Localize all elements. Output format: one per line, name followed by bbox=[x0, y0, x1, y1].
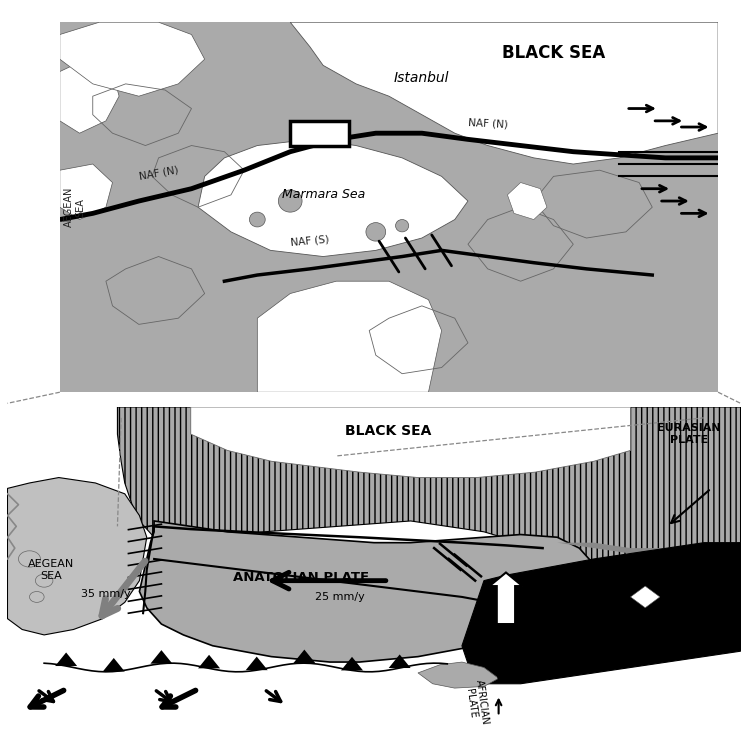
Text: NAF (S): NAF (S) bbox=[290, 235, 330, 248]
Text: BLACK SEA: BLACK SEA bbox=[502, 44, 605, 62]
Text: 25 mm/y: 25 mm/y bbox=[316, 592, 365, 602]
Polygon shape bbox=[198, 139, 468, 257]
Bar bbox=[290, 121, 349, 146]
Circle shape bbox=[366, 223, 386, 241]
Polygon shape bbox=[60, 22, 205, 96]
Polygon shape bbox=[290, 22, 718, 164]
Polygon shape bbox=[191, 407, 631, 477]
Text: ARABIAN PLATE: ARABIAN PLATE bbox=[542, 628, 646, 642]
Circle shape bbox=[396, 220, 408, 232]
Text: BLACK SEA: BLACK SEA bbox=[346, 425, 432, 438]
Polygon shape bbox=[245, 656, 268, 670]
Polygon shape bbox=[507, 183, 547, 220]
Text: Istanbul: Istanbul bbox=[394, 71, 450, 84]
Polygon shape bbox=[557, 542, 741, 570]
Text: AFRICIAN
PLATE: AFRICIAN PLATE bbox=[463, 679, 491, 727]
Circle shape bbox=[249, 212, 266, 227]
Polygon shape bbox=[139, 521, 601, 662]
Polygon shape bbox=[55, 653, 77, 666]
Polygon shape bbox=[341, 657, 363, 670]
Polygon shape bbox=[462, 542, 741, 684]
Polygon shape bbox=[198, 655, 220, 668]
Polygon shape bbox=[60, 164, 112, 220]
Polygon shape bbox=[389, 654, 411, 668]
Polygon shape bbox=[7, 407, 741, 733]
Text: 35 mm/y: 35 mm/y bbox=[81, 589, 130, 599]
Text: Marmara Sea: Marmara Sea bbox=[281, 189, 365, 201]
FancyArrow shape bbox=[489, 573, 522, 624]
Text: ANATOLIAN PLATE: ANATOLIAN PLATE bbox=[233, 571, 369, 585]
Text: NAF (N): NAF (N) bbox=[138, 165, 179, 181]
Polygon shape bbox=[102, 658, 125, 671]
Polygon shape bbox=[257, 281, 441, 392]
Text: NAF (N): NAF (N) bbox=[468, 118, 508, 130]
Text: 20 mm/y: 20 mm/y bbox=[557, 608, 607, 618]
Circle shape bbox=[29, 591, 44, 602]
Polygon shape bbox=[293, 650, 316, 663]
Polygon shape bbox=[418, 662, 499, 688]
Circle shape bbox=[278, 190, 302, 212]
Polygon shape bbox=[117, 407, 741, 570]
Polygon shape bbox=[60, 59, 119, 133]
Polygon shape bbox=[60, 22, 718, 392]
Polygon shape bbox=[150, 650, 172, 664]
Circle shape bbox=[35, 574, 53, 587]
Polygon shape bbox=[7, 477, 147, 635]
Polygon shape bbox=[7, 651, 741, 733]
Circle shape bbox=[19, 551, 40, 567]
Text: AEGEAN
SEA: AEGEAN SEA bbox=[64, 187, 85, 227]
Text: EURASIAN
PLATE: EURASIAN PLATE bbox=[657, 423, 721, 445]
Polygon shape bbox=[631, 586, 660, 608]
Text: AEGEAN
SEA: AEGEAN SEA bbox=[28, 559, 75, 581]
